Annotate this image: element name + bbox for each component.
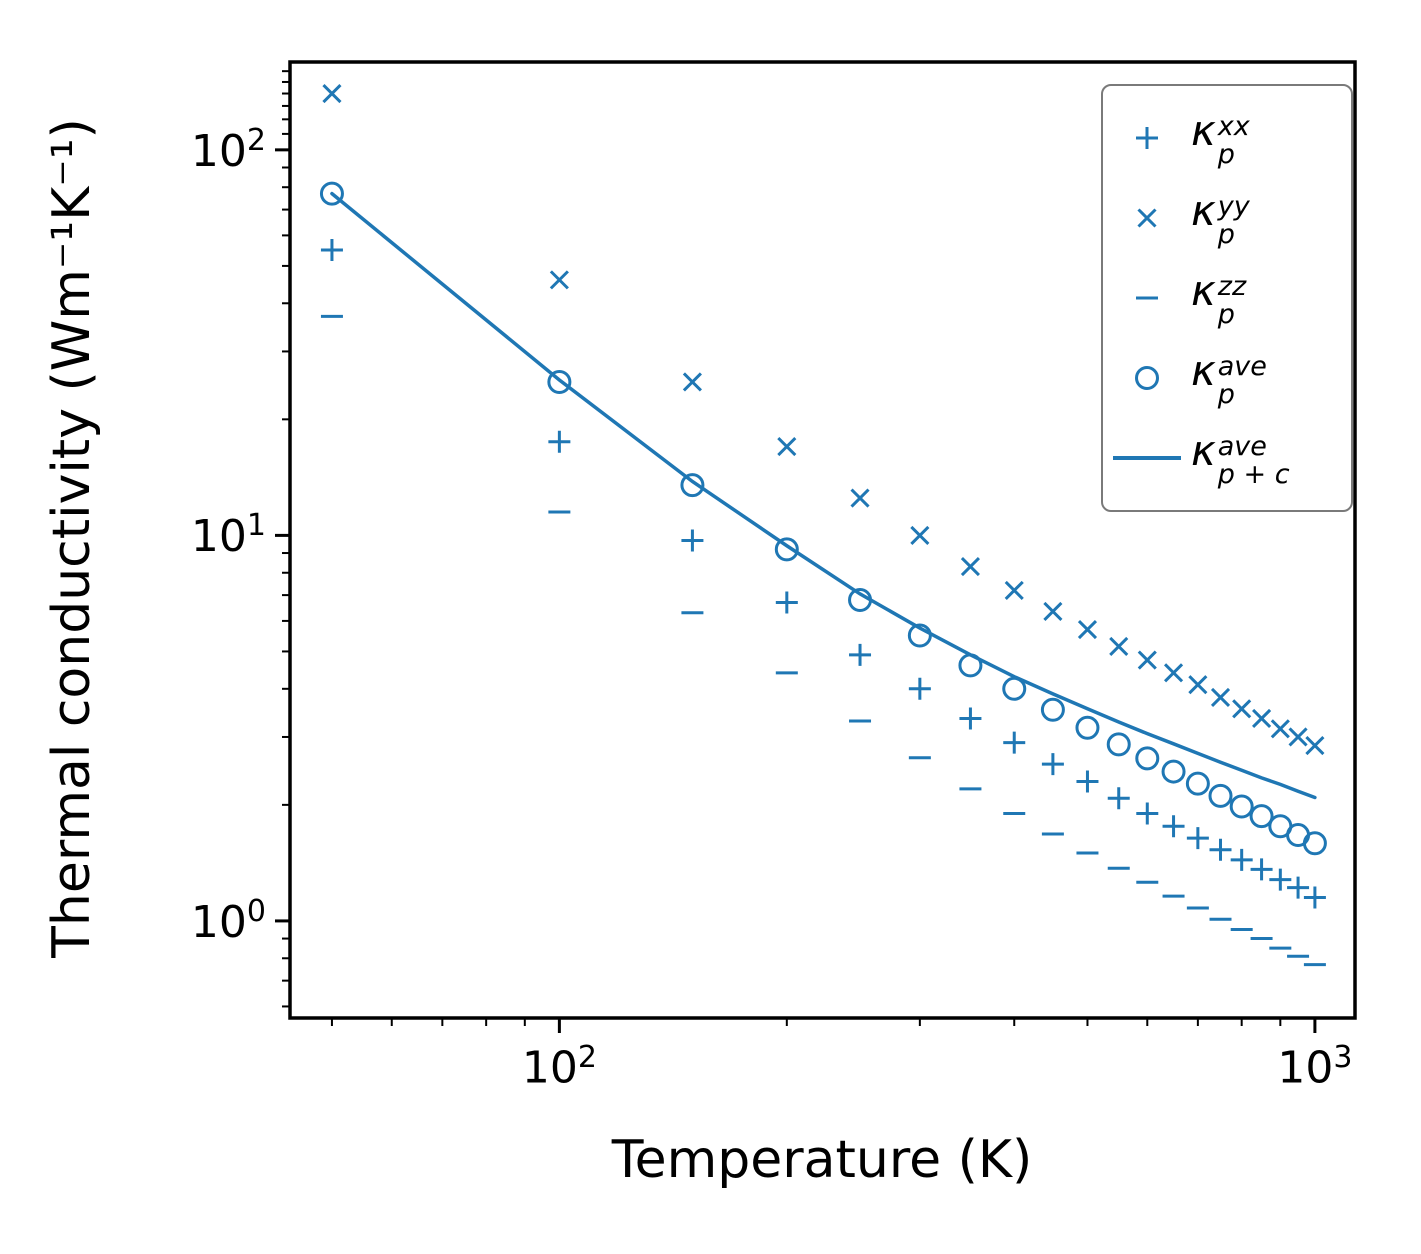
legend: κ xx p κ yy p κ zz p κ ave p κ ave p + c <box>1101 84 1353 512</box>
y-tick-label-1e1: 101 <box>190 508 266 563</box>
legend-item-kappa-p-ave: κ ave p <box>1103 338 1351 418</box>
line-marker-icon <box>1103 431 1191 485</box>
plus-marker-icon <box>1103 111 1191 165</box>
axes-spines <box>288 60 1357 1020</box>
legend-label-kappa-p-xx: κ xx p <box>1191 106 1250 171</box>
legend-item-kappa-p-yy: κ yy p <box>1103 178 1351 258</box>
series-kappa-p-plus-c-ave <box>330 191 1317 800</box>
data-series-group <box>319 83 1327 967</box>
x-tick-label-1e3: 103 <box>1277 1040 1353 1094</box>
legend-item-kappa-p-plus-c-ave: κ ave p + c <box>1103 418 1351 498</box>
legend-item-kappa-p-zz: κ zz p <box>1103 258 1351 338</box>
hline-marker-icon <box>1103 271 1191 325</box>
y-axis-label: Thermal conductivity (Wm⁻¹K⁻¹) <box>42 118 102 958</box>
series-kappa-p-ave <box>319 181 1327 856</box>
x-axis-label: Temperature (K) <box>611 1130 1033 1190</box>
y-tick-label-1e0: 100 <box>190 894 266 948</box>
legend-label-kappa-p-zz: κ zz p <box>1191 266 1247 331</box>
x-marker-icon <box>1103 191 1191 245</box>
legend-label-kappa-p-ave: κ ave p <box>1191 346 1267 411</box>
series-kappa-p-yy <box>322 83 1325 756</box>
legend-item-kappa-p-xx: κ xx p <box>1103 98 1351 178</box>
legend-label-kappa-p-yy: κ yy p <box>1191 186 1250 251</box>
y-tick-label-1e2: 102 <box>190 123 266 177</box>
circle-marker-icon <box>1103 351 1191 405</box>
legend-label-kappa-p-plus-c-ave: κ ave p + c <box>1191 426 1290 491</box>
series-kappa-p-zz <box>320 314 1326 967</box>
series-kappa-p-xx <box>320 238 1326 909</box>
x-tick-label-1e2: 102 <box>521 1040 597 1094</box>
